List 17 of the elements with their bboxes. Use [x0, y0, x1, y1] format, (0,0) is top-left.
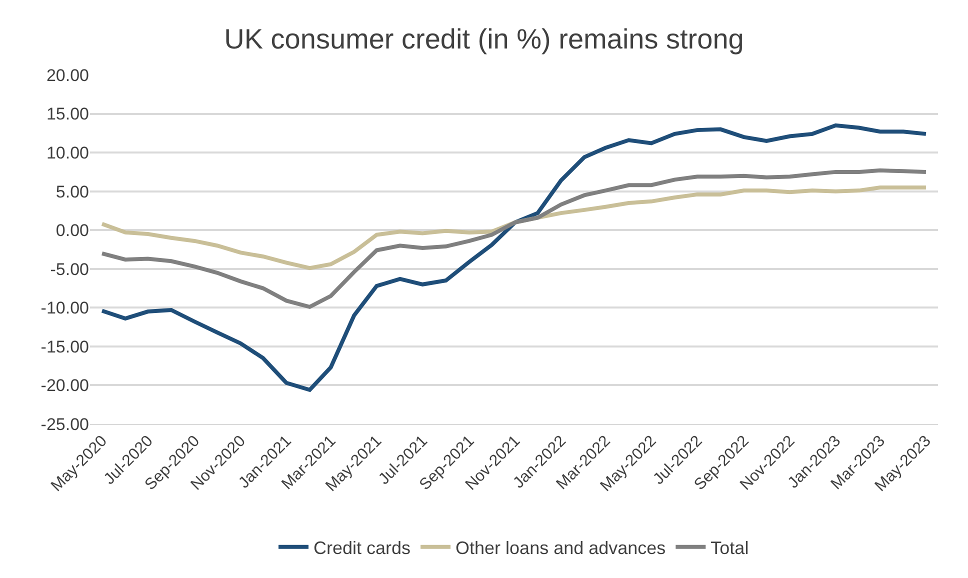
y-tick-label: 10.00 [46, 144, 89, 163]
y-tick-label: -10.00 [40, 298, 89, 318]
legend-label: Total [710, 538, 749, 558]
y-tick-label: -25.00 [40, 414, 89, 434]
y-tick-label: 5.00 [56, 182, 89, 202]
line-series [100, 168, 928, 309]
line-series [100, 185, 928, 270]
legend-label: Credit cards [314, 538, 411, 558]
legend-label: Other loans and advances [456, 538, 666, 558]
y-tick-label: -20.00 [40, 376, 89, 396]
y-tick-label: -15.00 [40, 337, 89, 356]
y-tick-label: 15.00 [46, 104, 89, 124]
chart-title: UK consumer credit (in %) remains strong [224, 24, 744, 54]
line-series [100, 123, 928, 392]
y-tick-label: 0.00 [56, 221, 89, 240]
y-tick-label: 20.00 [46, 66, 89, 85]
y-tick-label: -5.00 [50, 260, 89, 279]
